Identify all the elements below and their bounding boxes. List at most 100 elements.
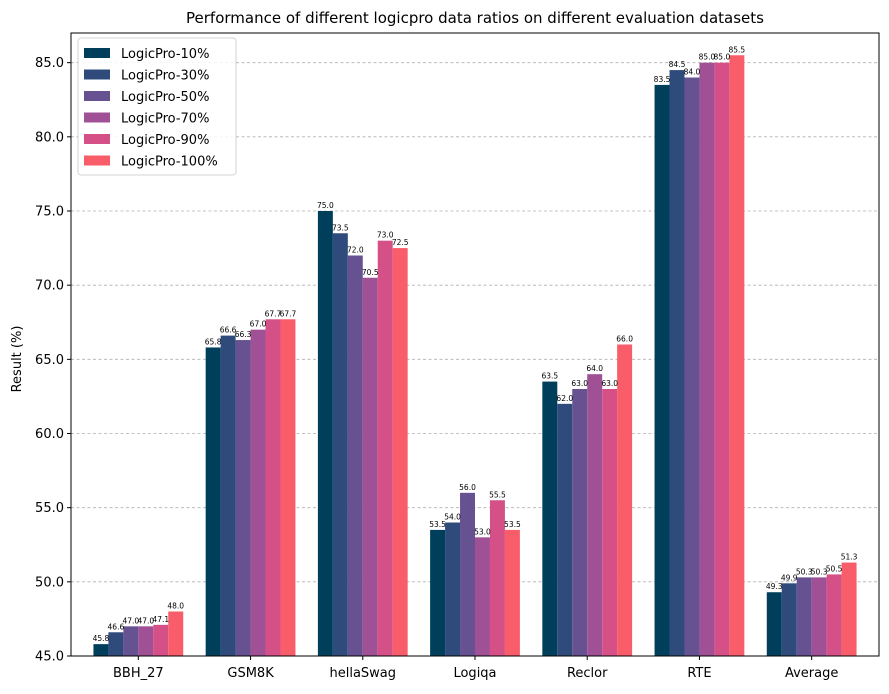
- bar: [557, 403, 573, 656]
- y-tick-label: 70.0: [35, 279, 64, 294]
- bar: [826, 574, 842, 656]
- y-tick-label: 80.0: [35, 130, 64, 145]
- bar: [542, 381, 558, 656]
- legend-label: LogicPro-100%: [121, 155, 218, 170]
- bar: [362, 277, 378, 656]
- y-tick-label: 50.0: [35, 575, 64, 590]
- bar-value-label: 55.5: [489, 490, 506, 499]
- x-tick-label: Reclor: [567, 666, 608, 681]
- bar-value-label: 47.1: [152, 615, 169, 624]
- bar: [489, 500, 505, 656]
- bar: [602, 389, 618, 656]
- bar: [572, 389, 588, 656]
- bar: [392, 248, 408, 657]
- bar: [714, 62, 730, 656]
- chart-title: Performance of different logicpro data r…: [186, 9, 764, 27]
- bar-value-label: 73.5: [332, 223, 349, 232]
- bar-value-label: 53.0: [474, 527, 491, 536]
- bar-value-label: 62.0: [556, 394, 573, 403]
- bar-value-label: 63.0: [601, 379, 618, 388]
- bar-value-label: 53.5: [504, 520, 521, 529]
- bar-value-label: 85.0: [699, 53, 716, 62]
- bar-value-label: 48.0: [167, 602, 184, 611]
- bar-value-label: 85.0: [714, 53, 731, 62]
- bar: [205, 347, 221, 656]
- bar: [123, 626, 139, 656]
- bar-value-label: 47.0: [137, 616, 154, 625]
- bar: [587, 374, 603, 656]
- legend-box: [77, 37, 237, 176]
- y-tick-label: 75.0: [35, 205, 64, 220]
- bar-value-label: 84.0: [684, 68, 701, 77]
- bar-value-label: 67.7: [280, 309, 297, 318]
- bar: [108, 632, 124, 656]
- bar-value-label: 49.3: [766, 582, 783, 591]
- bar-value-label: 66.6: [220, 326, 237, 335]
- bar-value-label: 72.5: [392, 238, 409, 247]
- bar-value-label: 50.5: [826, 564, 843, 573]
- x-tick-label: BBH_27: [113, 666, 164, 681]
- bar: [460, 492, 475, 656]
- bar-value-label: 66.3: [235, 330, 252, 339]
- bar: [347, 255, 363, 656]
- bar: [841, 562, 857, 656]
- legend-label: LogicPro-50%: [121, 90, 209, 105]
- x-tick-label: GSM8K: [227, 666, 274, 681]
- bar-value-label: 70.5: [362, 268, 379, 277]
- bar-value-label: 45.8: [93, 634, 110, 643]
- bar: [617, 344, 633, 656]
- bar: [153, 624, 169, 656]
- bar: [699, 62, 715, 656]
- x-tick-label: RTE: [687, 666, 711, 681]
- bar-value-label: 72.0: [347, 246, 364, 255]
- bar-value-label: 63.5: [541, 372, 558, 381]
- bar-value-label: 56.0: [459, 483, 476, 492]
- bar-value-label: 85.5: [729, 45, 746, 54]
- bar-value-label: 75.0: [317, 201, 334, 210]
- legend-swatch: [84, 91, 110, 101]
- bar-value-label: 66.0: [616, 335, 633, 344]
- bar: [265, 319, 281, 656]
- y-axis-label: Result (%): [10, 326, 25, 393]
- bar: [475, 537, 490, 656]
- bar-value-label: 46.6: [108, 622, 125, 631]
- x-tick-label: Logiqa: [453, 666, 496, 681]
- bar-value-label: 54.0: [444, 513, 461, 522]
- legend-swatch: [84, 155, 110, 166]
- bar: [811, 577, 827, 656]
- bar: [654, 84, 670, 656]
- bar: [332, 233, 348, 656]
- bar-value-label: 50.3: [796, 567, 813, 576]
- bar: [684, 77, 700, 656]
- bar-value-label: 47.0: [123, 616, 140, 625]
- legend-label: LogicPro-30%: [121, 69, 209, 84]
- plot-frame: [70, 32, 880, 657]
- bar-value-label: 83.5: [654, 75, 671, 84]
- bars-layer: [93, 55, 857, 657]
- legend-label: LogicPro-10%: [121, 47, 209, 62]
- legend-swatch: [84, 69, 110, 80]
- x-tick-label: hellaSwag: [330, 666, 397, 681]
- bar: [729, 55, 745, 656]
- bar-value-label: 84.5: [669, 60, 686, 69]
- bar: [280, 319, 296, 656]
- bar: [445, 522, 461, 656]
- y-tick-label: 45.0: [35, 650, 64, 665]
- bar: [504, 529, 520, 656]
- bar-value-label: 64.0: [586, 364, 603, 373]
- data-labels-layer: 45.846.647.047.047.148.065.866.666.367.0…: [93, 45, 858, 643]
- bar-value-label: 67.7: [265, 309, 282, 318]
- bar: [430, 529, 446, 656]
- bar-value-label: 53.5: [429, 520, 446, 529]
- bar: [250, 329, 266, 656]
- bar: [377, 240, 393, 656]
- legend-label: LogicPro-90%: [121, 133, 209, 148]
- bar-value-label: 67.0: [250, 320, 267, 329]
- bar: [220, 335, 236, 656]
- bar: [766, 592, 782, 656]
- bar: [796, 577, 812, 656]
- y-tick-label: 55.0: [35, 501, 64, 516]
- legend-label: LogicPro-70%: [121, 112, 209, 127]
